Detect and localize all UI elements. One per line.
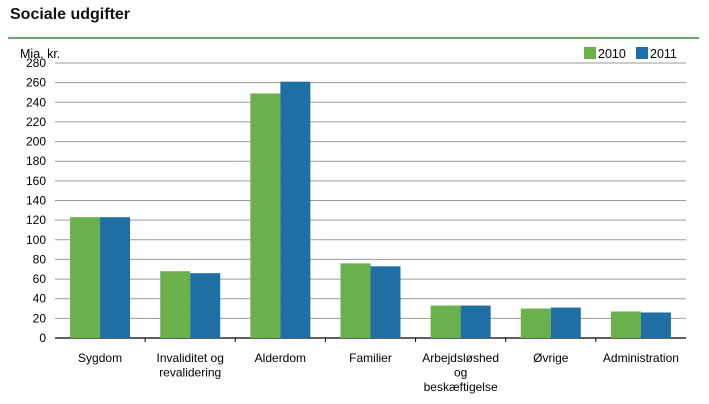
bar	[520, 308, 551, 338]
category-label: Øvrige	[533, 351, 569, 365]
bar	[550, 307, 581, 338]
category-label: Alderdom	[255, 351, 306, 365]
y-tick-label: 220	[26, 115, 46, 129]
chart-title: Sociale udgifter	[10, 6, 131, 23]
legend-label: 2010	[598, 47, 626, 61]
category-label: Administration	[603, 351, 679, 365]
y-tick-label: 240	[26, 95, 46, 109]
category-label: Arbejdsløshed og beskæftigelse	[422, 351, 499, 394]
legend-swatch	[584, 47, 596, 59]
category-label: Familier	[349, 351, 392, 365]
bar	[190, 273, 221, 338]
y-tick-label: 120	[26, 213, 46, 227]
y-tick-label: 80	[33, 252, 47, 266]
y-tick-label: 40	[33, 292, 47, 306]
y-tick-label: 140	[26, 194, 46, 208]
y-tick-label: 160	[26, 174, 46, 188]
y-axis-label: Mia. kr.	[20, 47, 60, 61]
category-label: Invaliditet og revalidering	[157, 351, 224, 380]
y-tick-label: 0	[39, 331, 46, 345]
y-tick-label: 280	[26, 56, 46, 70]
bar	[640, 312, 671, 338]
bar	[460, 305, 491, 338]
bar	[430, 305, 461, 338]
y-tick-label: 20	[33, 311, 47, 325]
y-tick-label: 260	[26, 76, 46, 90]
bar	[70, 217, 101, 338]
y-tick-label: 200	[26, 135, 46, 149]
bar	[160, 271, 191, 338]
bar	[610, 311, 641, 338]
y-tick-label: 180	[26, 154, 46, 168]
legend-swatch	[636, 47, 648, 59]
y-tick-label: 60	[33, 272, 47, 286]
bar	[250, 93, 281, 338]
category-label: Sygdom	[78, 351, 122, 365]
legend-label: 2011	[650, 47, 677, 61]
y-tick-label: 100	[26, 233, 46, 247]
bar	[280, 81, 311, 339]
bar	[340, 263, 371, 338]
bar	[370, 266, 401, 338]
bar	[100, 217, 131, 338]
